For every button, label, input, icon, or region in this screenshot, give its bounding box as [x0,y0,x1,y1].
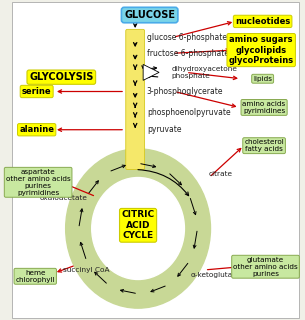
Text: α-ketoglutarate: α-ketoglutarate [190,272,247,278]
Text: CITRIC
ACID
CYCLE: CITRIC ACID CYCLE [121,211,155,240]
Text: amino sugars
glycolipids
glycoProteins: amino sugars glycolipids glycoProteins [229,35,294,65]
Text: glutamate
other amino acids
purines: glutamate other amino acids purines [233,257,298,277]
Text: phosphoenolpyruvate: phosphoenolpyruvate [147,108,230,117]
Text: fructose 6-phosphate: fructose 6-phosphate [147,49,229,58]
Text: amino acids
pyrimidines: amino acids pyrimidines [242,101,286,114]
FancyBboxPatch shape [126,29,145,170]
Circle shape [66,149,210,308]
Text: lipids: lipids [253,76,272,82]
Polygon shape [143,64,159,80]
Text: succinyl CoA: succinyl CoA [63,267,109,273]
Text: dihydroxyacetone
phosphate: dihydroxyacetone phosphate [171,66,237,79]
Text: aspartate
other amino acids
purines
pyrimidines: aspartate other amino acids purines pyri… [6,169,70,196]
Text: pyruvate: pyruvate [147,125,181,134]
Text: serine: serine [22,87,52,96]
Text: citrate: citrate [209,171,233,177]
Text: nucleotides: nucleotides [235,17,290,26]
Text: GLUCOSE: GLUCOSE [124,10,175,20]
Text: cholesterol
fatty acids: cholesterol fatty acids [244,139,284,152]
Text: glucose 6-phosphate: glucose 6-phosphate [147,33,227,42]
Text: heme
chlorophyll: heme chlorophyll [16,270,55,283]
Text: alanine: alanine [19,125,54,134]
Text: 3-phosphoglycerate: 3-phosphoglycerate [147,87,223,96]
Circle shape [92,178,185,279]
FancyBboxPatch shape [12,2,299,318]
Text: GLYCOLYSIS: GLYCOLYSIS [29,72,94,82]
Text: oxaloacetate: oxaloacetate [40,195,87,201]
